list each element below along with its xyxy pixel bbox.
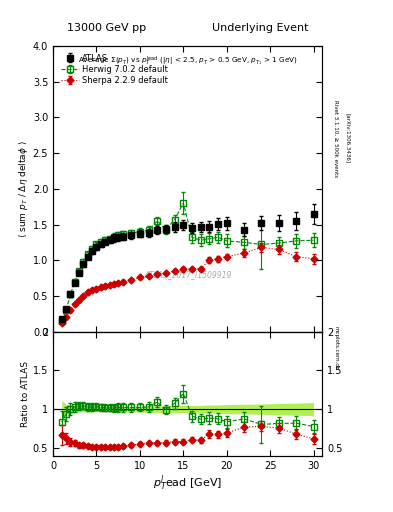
Y-axis label: $\langle$ sum $p_T$ / $\Delta\eta$ delta$\phi$ $\rangle$: $\langle$ sum $p_T$ / $\Delta\eta$ delta… bbox=[17, 140, 30, 238]
Text: ATLAS_2017_I1509919: ATLAS_2017_I1509919 bbox=[144, 270, 231, 279]
Text: Average $\Sigma(p_T)$ vs $p_T^{\rm lead}$ ($|\eta|$ < 2.5, $p_T$ > 0.5 GeV, $p_{: Average $\Sigma(p_T)$ vs $p_T^{\rm lead}… bbox=[78, 55, 298, 68]
Legend: ATLAS, Herwig 7.0.2 default, Sherpa 2.2.9 default: ATLAS, Herwig 7.0.2 default, Sherpa 2.2.… bbox=[57, 50, 171, 88]
Text: Underlying Event: Underlying Event bbox=[212, 23, 309, 33]
X-axis label: $p_T^l$ead [GeV]: $p_T^l$ead [GeV] bbox=[153, 473, 222, 493]
Text: [arXiv:1306.3436]: [arXiv:1306.3436] bbox=[345, 113, 350, 163]
Text: mcplots.cern.ch: mcplots.cern.ch bbox=[334, 326, 338, 370]
Text: Rivet 3.1.10, ≥ 500k events: Rivet 3.1.10, ≥ 500k events bbox=[334, 100, 338, 177]
Text: 13000 GeV pp: 13000 GeV pp bbox=[66, 23, 146, 33]
Y-axis label: Ratio to ATLAS: Ratio to ATLAS bbox=[21, 360, 30, 426]
